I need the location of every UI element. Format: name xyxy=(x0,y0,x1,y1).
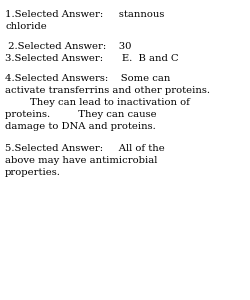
Text: 2.Selected Answer:    30: 2.Selected Answer: 30 xyxy=(5,42,132,51)
Text: They can lead to inactivation of: They can lead to inactivation of xyxy=(5,98,190,107)
Text: 5.Selected Answer:     All of the: 5.Selected Answer: All of the xyxy=(5,144,165,153)
Text: above may have antimicrobial: above may have antimicrobial xyxy=(5,156,158,165)
Text: activate transferrins and other proteins.: activate transferrins and other proteins… xyxy=(5,86,210,95)
Text: 1.Selected Answer:     stannous: 1.Selected Answer: stannous xyxy=(5,10,164,19)
Text: 4.Selected Answers:    Some can: 4.Selected Answers: Some can xyxy=(5,74,170,83)
Text: chloride: chloride xyxy=(5,22,47,31)
Text: damage to DNA and proteins.: damage to DNA and proteins. xyxy=(5,122,156,131)
Text: properties.: properties. xyxy=(5,168,61,177)
Text: 3.Selected Answer:      E.  B and C: 3.Selected Answer: E. B and C xyxy=(5,54,178,63)
Text: proteins.         They can cause: proteins. They can cause xyxy=(5,110,156,119)
